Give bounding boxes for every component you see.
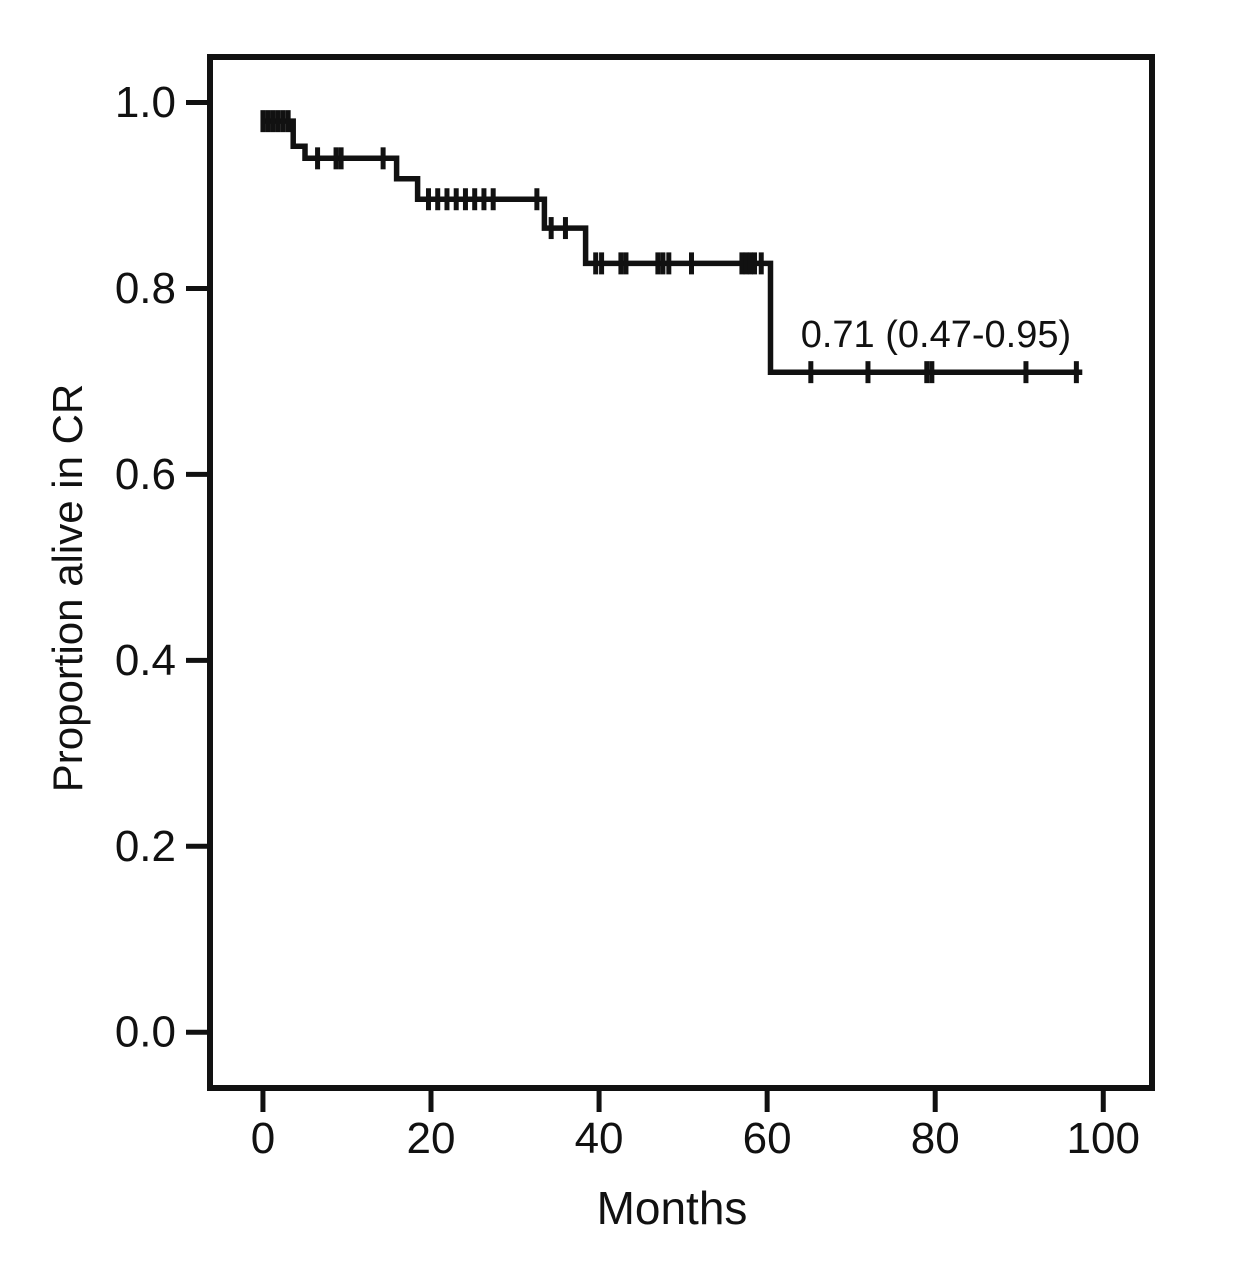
x-axis-tick-label: 0	[251, 1114, 275, 1163]
x-axis-tick-label: 20	[407, 1114, 456, 1163]
y-axis-tick-label: 0.4	[115, 636, 176, 685]
x-axis-tick-label: 100	[1067, 1114, 1140, 1163]
y-axis-tick-label: 0.8	[115, 264, 176, 313]
plot-layer: 0.0 0.2 0.4 0.6 0.8 1.0 0 20 40 60 80 100 0.71 (0.47…	[115, 54, 1155, 1163]
survival-estimate-annotation: 0.71 (0.47-0.95)	[801, 314, 1071, 356]
y-axis-tick-label: 0.6	[115, 450, 176, 499]
plot-border	[207, 54, 1155, 1091]
x-axis-tick-label: 80	[911, 1114, 960, 1163]
x-axis-tick-label: 40	[575, 1114, 624, 1163]
y-axis-tick-label: 0.2	[115, 822, 176, 871]
y-axis-tick-label: 0.0	[115, 1008, 176, 1057]
x-axis-title: Months	[597, 1182, 748, 1234]
survival-curve	[262, 118, 1083, 375]
x-axis-tick-label: 60	[743, 1114, 792, 1163]
y-axis-tick-label: 1.0	[115, 78, 176, 127]
y-axis-title: Proportion alive in CR	[44, 384, 91, 793]
